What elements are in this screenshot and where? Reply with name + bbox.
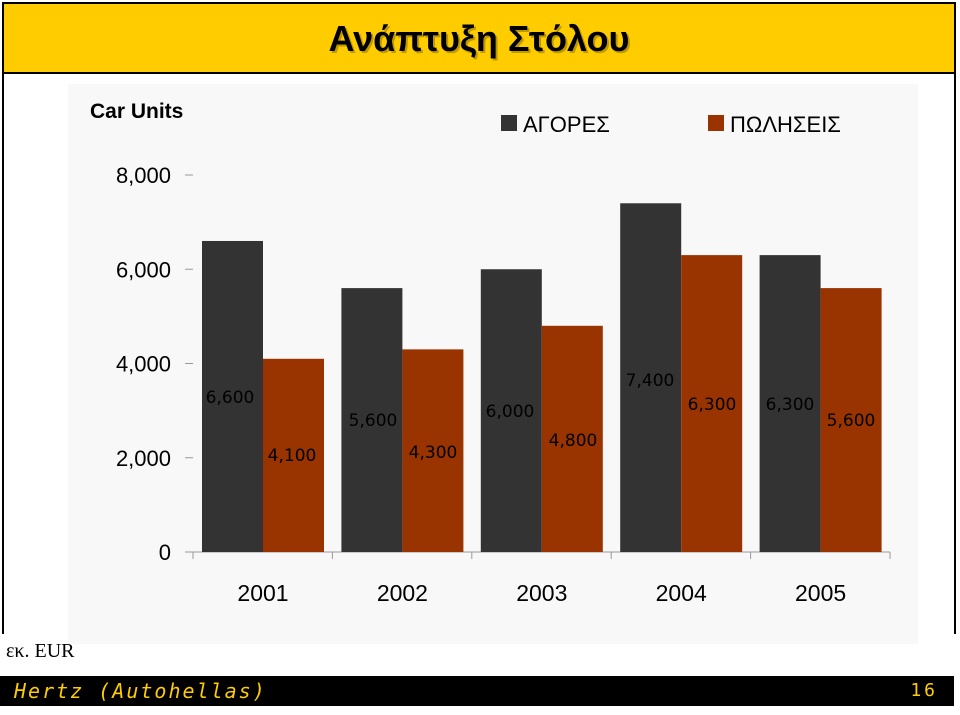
data-label: 7,400 bbox=[626, 371, 675, 391]
x-tick-label: 2001 bbox=[237, 580, 288, 606]
y-tick-label: 2,000 bbox=[116, 446, 171, 471]
bar-purchases-2002 bbox=[341, 288, 403, 552]
data-label: 4,800 bbox=[549, 431, 598, 451]
bar-sales-2004 bbox=[681, 255, 743, 553]
page-number: 16 bbox=[910, 680, 938, 701]
slide-frame bbox=[2, 74, 956, 634]
bar-purchases-2001 bbox=[202, 240, 263, 552]
bar-purchases-2003 bbox=[480, 269, 542, 552]
fleet-chart: 0 2,000 4,000 6,000 8,000 Car Units 2001 2002 20… bbox=[90, 100, 891, 606]
bar-sales-2001 bbox=[263, 358, 324, 552]
title-banner: Ανάπτυξη Στόλου bbox=[2, 2, 956, 74]
legend-label: ΠΩΛΗΣΕΙΣ bbox=[730, 112, 841, 137]
bar-purchases-2005 bbox=[759, 255, 821, 553]
page-title: Ανάπτυξη Στόλου bbox=[328, 18, 630, 59]
data-label: 6,300 bbox=[766, 395, 815, 415]
data-label: 5,600 bbox=[349, 411, 398, 431]
bar-sales-2005 bbox=[820, 288, 882, 552]
data-label: 6,600 bbox=[206, 388, 255, 408]
data-label: 6,000 bbox=[486, 402, 535, 422]
legend-swatch bbox=[708, 115, 724, 131]
y-tick-label: 6,000 bbox=[116, 257, 171, 282]
y-tick-label: 0 bbox=[159, 540, 171, 565]
x-tick-label: 2003 bbox=[516, 580, 567, 606]
y-tick-label: 4,000 bbox=[116, 352, 171, 377]
x-tick-label: 2002 bbox=[377, 580, 428, 606]
footer-bar: Hertz (Autohellas) 16 bbox=[0, 676, 954, 706]
data-label: 4,100 bbox=[268, 446, 317, 466]
bar-sales-2002 bbox=[402, 349, 464, 552]
footer-company: Hertz (Autohellas) bbox=[14, 679, 267, 703]
x-tick-label: 2005 bbox=[795, 580, 846, 606]
y-tick-label: 8,000 bbox=[116, 163, 171, 188]
bar-sales-2003 bbox=[541, 325, 603, 552]
x-tick-label: 2004 bbox=[656, 580, 707, 606]
bar-purchases-2004 bbox=[620, 203, 682, 552]
data-label: 6,300 bbox=[688, 395, 737, 415]
legend-swatch bbox=[501, 115, 517, 131]
legend-label: ΑΓΟΡΕΣ bbox=[523, 112, 610, 137]
y-axis-label: Car Units bbox=[90, 100, 183, 123]
data-label: 5,600 bbox=[827, 411, 876, 431]
data-label: 4,300 bbox=[409, 443, 458, 463]
units-note: εκ. EUR bbox=[6, 640, 75, 662]
